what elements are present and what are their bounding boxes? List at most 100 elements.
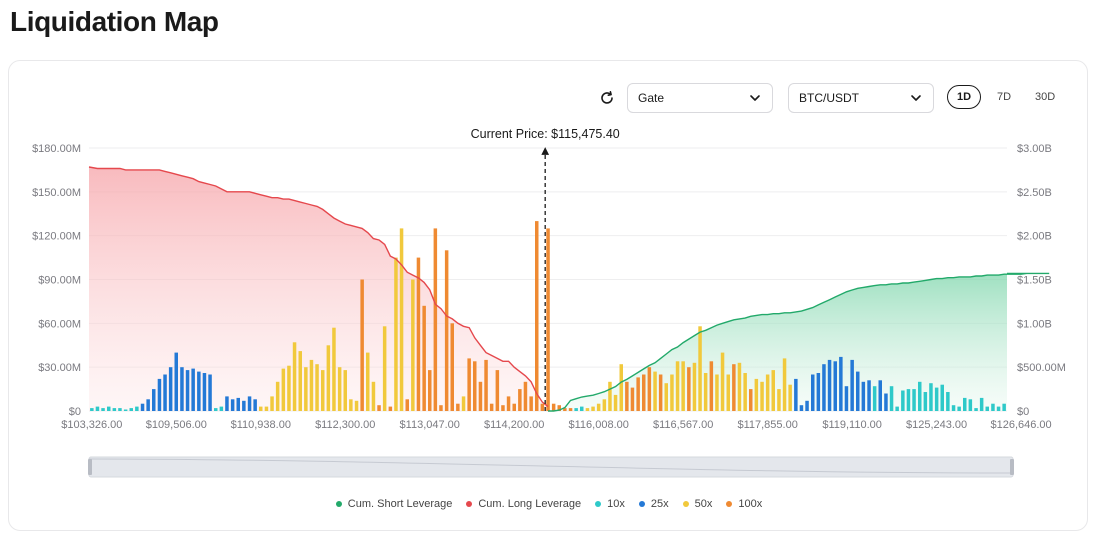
bar-10x[interactable]: [912, 389, 916, 411]
bar-100x[interactable]: [433, 228, 438, 411]
bar-50x[interactable]: [653, 371, 657, 411]
bar-50x[interactable]: [281, 368, 286, 411]
bar-100x[interactable]: [478, 381, 483, 411]
range-tab-1d[interactable]: 1D: [947, 85, 981, 109]
range-tab-30d[interactable]: 30D: [1035, 91, 1056, 103]
bar-50x[interactable]: [275, 381, 280, 411]
bar-100x[interactable]: [518, 389, 522, 411]
bar-50x[interactable]: [287, 365, 291, 411]
bar-25x[interactable]: [146, 399, 150, 411]
bar-100x[interactable]: [439, 405, 443, 411]
bar-50x[interactable]: [399, 228, 404, 411]
bar-25x[interactable]: [163, 374, 167, 412]
bar-50x[interactable]: [788, 384, 792, 411]
bar-50x[interactable]: [726, 374, 731, 412]
bar-50x[interactable]: [754, 378, 759, 411]
bar-50x[interactable]: [394, 257, 398, 411]
bar-10x[interactable]: [923, 392, 928, 411]
bar-25x[interactable]: [861, 381, 866, 411]
bar-25x[interactable]: [197, 371, 201, 411]
bar-25x[interactable]: [242, 400, 246, 411]
bar-50x[interactable]: [715, 374, 719, 412]
bar-25x[interactable]: [168, 367, 173, 411]
bar-100x[interactable]: [523, 381, 528, 411]
bar-100x[interactable]: [416, 257, 421, 411]
refresh-button[interactable]: [595, 86, 619, 110]
bar-100x[interactable]: [473, 361, 477, 411]
bar-100x[interactable]: [422, 305, 426, 411]
bar-50x[interactable]: [259, 406, 263, 411]
bar-10x[interactable]: [214, 408, 218, 411]
bar-25x[interactable]: [208, 374, 212, 412]
bar-25x[interactable]: [822, 364, 826, 411]
bar-25x[interactable]: [225, 396, 229, 411]
bar-25x[interactable]: [230, 399, 235, 411]
bar-50x[interactable]: [664, 383, 669, 411]
bar-100x[interactable]: [647, 367, 652, 411]
bar-10x[interactable]: [974, 408, 978, 411]
bar-50x[interactable]: [681, 361, 685, 411]
bar-100x[interactable]: [512, 403, 517, 411]
bar-50x[interactable]: [321, 370, 325, 411]
bar-50x[interactable]: [371, 381, 376, 411]
bar-50x[interactable]: [743, 373, 747, 411]
bar-50x[interactable]: [782, 358, 787, 411]
bar-25x[interactable]: [191, 368, 195, 411]
bar-10x[interactable]: [963, 397, 967, 411]
bar-50x[interactable]: [765, 374, 770, 412]
bar-50x[interactable]: [698, 326, 702, 411]
legend-item-100x[interactable]: 100x: [726, 498, 762, 510]
bar-25x[interactable]: [805, 400, 809, 411]
bar-10x[interactable]: [101, 408, 105, 411]
bar-100x[interactable]: [732, 364, 736, 411]
bar-50x[interactable]: [270, 396, 274, 411]
bar-50x[interactable]: [585, 408, 590, 411]
bar-100x[interactable]: [495, 370, 500, 411]
bar-25x[interactable]: [850, 359, 854, 411]
bar-10x[interactable]: [95, 406, 100, 411]
bar-25x[interactable]: [157, 378, 162, 411]
bar-50x[interactable]: [737, 362, 742, 411]
bar-100x[interactable]: [444, 250, 449, 411]
bar-50x[interactable]: [670, 374, 674, 412]
bar-25x[interactable]: [174, 352, 179, 411]
bar-10x[interactable]: [112, 408, 117, 411]
bar-50x[interactable]: [343, 370, 348, 411]
bar-100x[interactable]: [568, 408, 573, 411]
bar-50x[interactable]: [315, 364, 319, 411]
legend-item-25x[interactable]: 25x: [638, 498, 669, 510]
bar-10x[interactable]: [574, 408, 578, 411]
bar-10x[interactable]: [895, 406, 899, 411]
bar-100x[interactable]: [450, 323, 455, 411]
bar-10x[interactable]: [934, 387, 939, 411]
bar-50x[interactable]: [337, 367, 342, 411]
bar-25x[interactable]: [152, 389, 156, 411]
bar-10x[interactable]: [996, 406, 1001, 411]
bar-10x[interactable]: [1002, 403, 1006, 411]
bar-50x[interactable]: [703, 373, 708, 411]
bar-25x[interactable]: [827, 359, 832, 411]
bar-25x[interactable]: [833, 361, 838, 411]
bar-100x[interactable]: [563, 408, 567, 411]
bar-50x[interactable]: [298, 351, 303, 411]
bar-25x[interactable]: [884, 393, 888, 412]
bar-100x[interactable]: [388, 406, 393, 411]
bar-10x[interactable]: [979, 397, 984, 411]
bar-50x[interactable]: [304, 367, 308, 411]
bar-100x[interactable]: [749, 389, 753, 411]
bar-10x[interactable]: [929, 383, 933, 411]
bar-50x[interactable]: [591, 406, 595, 411]
bar-100x[interactable]: [405, 399, 410, 411]
bar-50x[interactable]: [675, 361, 680, 411]
bar-100x[interactable]: [467, 358, 471, 411]
bar-100x[interactable]: [709, 361, 714, 411]
bar-10x[interactable]: [889, 386, 894, 411]
bar-25x[interactable]: [794, 378, 798, 411]
bar-25x[interactable]: [140, 403, 145, 411]
bar-100x[interactable]: [489, 403, 494, 411]
bar-50x[interactable]: [309, 359, 314, 411]
legend-item-long[interactable]: Cum. Long Leverage: [466, 498, 581, 510]
bar-50x[interactable]: [692, 362, 697, 411]
bar-25x[interactable]: [816, 373, 821, 411]
bar-100x[interactable]: [630, 387, 635, 411]
